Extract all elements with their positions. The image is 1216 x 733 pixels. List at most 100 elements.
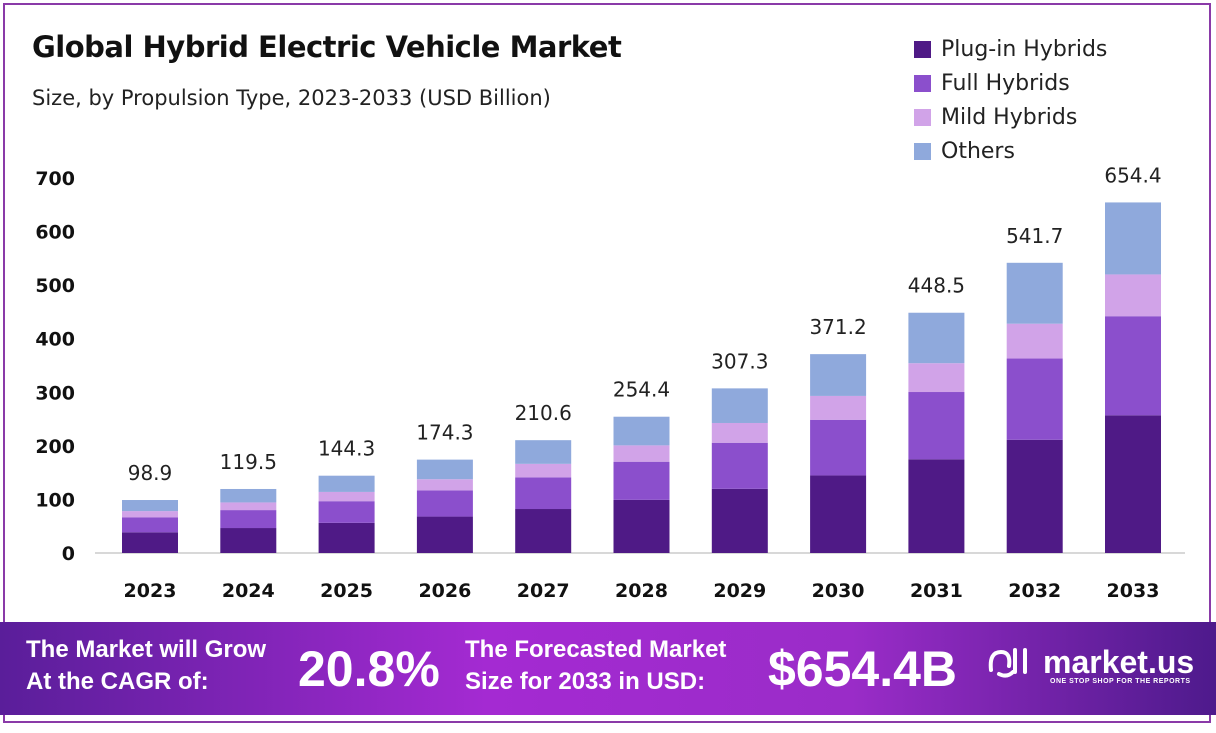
bar-segment-plug-in-hybrids (1105, 415, 1161, 553)
x-tick-label: 2032 (1008, 580, 1061, 602)
bar-segment-plug-in-hybrids (711, 488, 768, 553)
bar-segment-full-hybrids (122, 517, 178, 533)
x-tick-label: 2024 (222, 580, 275, 602)
bar-segment-plug-in-hybrids (318, 522, 375, 553)
y-tick-label: 500 (35, 275, 75, 297)
x-tick-label: 2029 (713, 580, 766, 602)
bar-segment-full-hybrids (908, 392, 965, 460)
stacked-bar-chart: 0 100 200 300 400 500 600 700 98.9 2023 119.5 2024 1… (35, 163, 1185, 602)
x-tick-label: 2027 (517, 580, 570, 602)
legend-swatch (914, 74, 931, 92)
bar-segment-others (613, 416, 670, 446)
chart-title: Global Hybrid Electric Vehicle Market (32, 30, 622, 64)
legend-item: Full Hybrids (914, 66, 1107, 100)
legend-item: Plug-in Hybrids (914, 32, 1107, 66)
bar-total-label: 210.6 (515, 401, 572, 425)
forecast-label: The Forecasted Market Size for 2033 in US… (465, 634, 726, 698)
bar-total-label: 541.7 (1006, 224, 1063, 248)
bar-segment-plug-in-hybrids (1006, 439, 1063, 553)
x-tick-label: 2033 (1107, 580, 1160, 602)
bar-segment-mild-hybrids (1006, 323, 1063, 359)
bar-total-label: 371.2 (809, 315, 866, 339)
legend-item: Others (914, 134, 1107, 168)
footer-banner: The Market will Grow At the CAGR of: 20.8… (0, 622, 1216, 715)
forecast-label-line2: Size for 2033 in USD: (465, 668, 706, 695)
bar-segment-others (122, 500, 178, 512)
brand-name: market.us (1043, 643, 1195, 680)
bar-segment-mild-hybrids (220, 502, 277, 511)
y-tick-label: 100 (35, 489, 75, 511)
bar-segment-plug-in-hybrids (220, 528, 277, 553)
bar-segment-mild-hybrids (711, 422, 768, 443)
bar-segment-full-hybrids (1006, 358, 1063, 440)
cagr-label: The Market will Grow At the CAGR of: (26, 634, 266, 698)
legend-swatch (914, 108, 931, 126)
forecast-value: $654.4B (768, 641, 958, 697)
bar-total-label: 119.5 (220, 450, 277, 474)
x-tick-label: 2026 (418, 580, 471, 602)
bar-segment-mild-hybrids (122, 511, 178, 518)
bar-total-label: 448.5 (908, 274, 965, 298)
bar-segment-others (1105, 202, 1161, 275)
bar-segment-full-hybrids (220, 510, 277, 529)
bar-total-label: 144.3 (318, 437, 375, 461)
bar-segment-others (711, 388, 768, 423)
bar-segment-others (1006, 262, 1063, 324)
x-tick-label: 2023 (124, 580, 177, 602)
bar-segment-mild-hybrids (908, 363, 965, 393)
bar-segment-mild-hybrids (416, 479, 473, 491)
brand-tagline: ONE STOP SHOP FOR THE REPORTS (1050, 678, 1191, 685)
legend: Plug-in Hybrids Full Hybrids Mild Hybrids O… (914, 32, 1107, 168)
x-tick-label: 2028 (615, 580, 668, 602)
bar-segment-mild-hybrids (1105, 274, 1161, 317)
cagr-label-line2: At the CAGR of: (26, 668, 209, 695)
bar-segment-others (908, 312, 965, 364)
bar-segment-full-hybrids (515, 477, 572, 510)
x-tick-label: 2025 (320, 580, 373, 602)
y-tick-label: 200 (35, 436, 75, 458)
bar-segment-full-hybrids (318, 501, 375, 523)
bar-segment-full-hybrids (613, 461, 670, 500)
x-tick-label: 2030 (812, 580, 865, 602)
legend-label: Plug-in Hybrids (941, 36, 1108, 62)
legend-swatch (914, 142, 931, 160)
forecast-label-line1: The Forecasted Market (465, 636, 727, 663)
bar-segment-plug-in-hybrids (122, 532, 178, 553)
bar-total-label: 254.4 (613, 378, 670, 402)
bar-segment-others (515, 440, 572, 464)
bar-total-label: 98.9 (128, 461, 173, 485)
legend-label: Others (941, 138, 1015, 164)
y-tick-label: 700 (35, 168, 75, 190)
brand-logo-icon (988, 648, 1027, 678)
y-tick-label: 300 (35, 382, 75, 404)
y-tick-label: 600 (35, 222, 75, 244)
bar-segment-others (416, 459, 473, 480)
chart-frame (3, 3, 1211, 723)
legend-item: Mild Hybrids (914, 100, 1107, 134)
y-tick-label: 400 (35, 329, 75, 351)
cagr-label-line1: The Market will Grow (26, 636, 267, 663)
bar-segment-full-hybrids (711, 442, 768, 489)
bar-segment-full-hybrids (810, 419, 867, 476)
legend-swatch (914, 40, 931, 58)
brand-logo: market.us (985, 642, 1194, 682)
bar-segment-plug-in-hybrids (613, 499, 670, 553)
bar-segment-mild-hybrids (613, 445, 670, 462)
legend-label: Mild Hybrids (941, 104, 1078, 130)
legend-label: Full Hybrids (941, 70, 1070, 96)
x-tick-label: 2031 (910, 580, 963, 602)
bar-total-label: 654.4 (1104, 163, 1161, 187)
chart-subtitle: Size, by Propulsion Type, 2023-2033 (USD… (32, 86, 551, 110)
bar-total-label: 174.3 (416, 421, 473, 445)
bar-segment-mild-hybrids (318, 491, 375, 502)
bar-segment-plug-in-hybrids (515, 509, 572, 553)
bar-segment-mild-hybrids (810, 395, 867, 420)
bar-segment-others (810, 354, 867, 396)
bar-segment-others (318, 475, 375, 492)
bar-total-label: 307.3 (711, 349, 768, 373)
bar-segment-full-hybrids (416, 490, 473, 517)
bar-segment-plug-in-hybrids (908, 459, 965, 553)
bar-segment-mild-hybrids (515, 463, 572, 478)
bar-segment-plug-in-hybrids (810, 475, 867, 553)
bar-segment-plug-in-hybrids (416, 516, 473, 553)
